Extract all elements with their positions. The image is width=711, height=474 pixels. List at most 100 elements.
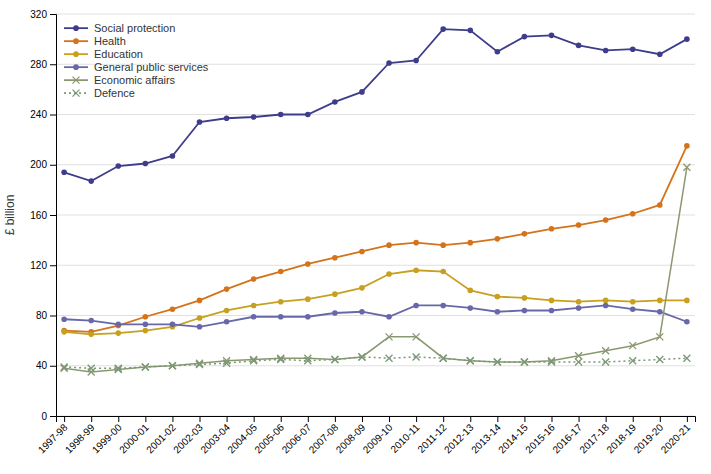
point-marker (88, 332, 94, 338)
point-marker (170, 306, 176, 312)
y-tick: 120 (30, 260, 56, 271)
legend-marker-group (73, 25, 79, 31)
x-tick-mark (64, 416, 65, 422)
legend-label: Health (94, 35, 126, 47)
marker-group (549, 298, 555, 304)
x-tick-mark (551, 416, 552, 422)
grid-line (56, 14, 695, 15)
x-tick: 2020-21 (659, 416, 693, 455)
point-marker (576, 43, 582, 49)
point-marker (277, 355, 284, 362)
marker-group (656, 333, 663, 340)
y-tick: 240 (30, 109, 56, 120)
marker-group (115, 365, 122, 372)
marker-group (549, 33, 555, 39)
marker-group (223, 360, 230, 367)
point-marker (196, 360, 203, 367)
marker-group (359, 249, 365, 255)
marker-group (143, 328, 149, 334)
legend-marker (73, 25, 79, 31)
point-marker (467, 305, 473, 311)
marker-group (413, 353, 420, 360)
marker-group (359, 285, 365, 291)
marker-group (115, 366, 122, 373)
point-marker (440, 303, 446, 309)
y-axis-line (50, 15, 57, 417)
point-marker (251, 114, 257, 120)
legend-marker (73, 51, 79, 57)
point-marker (657, 298, 663, 304)
y-tick: 200 (30, 159, 56, 170)
point-marker (359, 89, 365, 95)
y-tick: 280 (30, 59, 56, 70)
x-tick-mark (497, 416, 498, 422)
point-marker (61, 329, 67, 335)
point-marker (305, 314, 311, 320)
marker-group (657, 309, 663, 315)
point-marker (142, 364, 149, 371)
marker-group (332, 99, 338, 105)
y-tick-mark (50, 366, 56, 367)
point-marker (657, 51, 663, 57)
point-marker (549, 33, 555, 39)
marker-group (386, 355, 393, 362)
point-marker (143, 314, 149, 320)
marker-group (386, 242, 392, 248)
marker-group (61, 329, 67, 335)
marker-group (683, 355, 690, 362)
marker-group (224, 319, 230, 325)
marker-group (522, 308, 528, 314)
x-tick-mark (172, 416, 173, 422)
marker-group (440, 26, 446, 32)
marker-group (440, 355, 447, 362)
marker-group (684, 36, 690, 42)
marker-group (88, 369, 95, 376)
y-tick-mark (50, 115, 56, 116)
marker-group (684, 143, 690, 149)
x-tick-mark (308, 416, 309, 422)
point-marker (169, 362, 176, 369)
marker-group (224, 115, 230, 121)
marker-group (196, 361, 203, 368)
point-marker (196, 361, 203, 368)
point-marker (548, 358, 555, 365)
marker-group (495, 49, 501, 55)
legend-entry: Health (64, 35, 126, 47)
marker-group (440, 303, 446, 309)
point-marker (602, 347, 609, 354)
marker-group (603, 217, 609, 223)
marker-group (115, 321, 121, 327)
point-marker (413, 303, 419, 309)
point-marker (115, 330, 121, 336)
marker-group (495, 309, 501, 315)
legend-label: General public services (94, 61, 209, 73)
marker-group (386, 314, 392, 320)
y-tick: 0 (41, 411, 56, 422)
legend-marker-group (73, 38, 79, 44)
point-marker (88, 318, 94, 324)
x-tick-mark (200, 416, 201, 422)
marker-group (548, 358, 555, 365)
marker-group (143, 321, 149, 327)
y-axis: 04080120160200240280320 (30, 9, 56, 422)
marker-group (602, 347, 609, 354)
series-group (61, 26, 691, 375)
grid-line (56, 265, 695, 266)
marker-group (170, 321, 176, 327)
point-marker (386, 333, 393, 340)
y-tick-label: 40 (36, 360, 48, 371)
marker-group (630, 306, 636, 312)
point-marker (386, 271, 392, 277)
point-marker (115, 321, 121, 327)
point-marker (61, 169, 67, 175)
x-tick-mark (416, 416, 417, 422)
point-marker (251, 303, 257, 309)
point-marker (115, 163, 121, 169)
point-marker (197, 119, 203, 125)
marker-group (170, 153, 176, 159)
series-line (64, 167, 687, 372)
marker-group (413, 303, 419, 309)
legend-entry: Economic affairs (64, 74, 176, 86)
point-marker (440, 26, 446, 32)
marker-group (61, 169, 67, 175)
